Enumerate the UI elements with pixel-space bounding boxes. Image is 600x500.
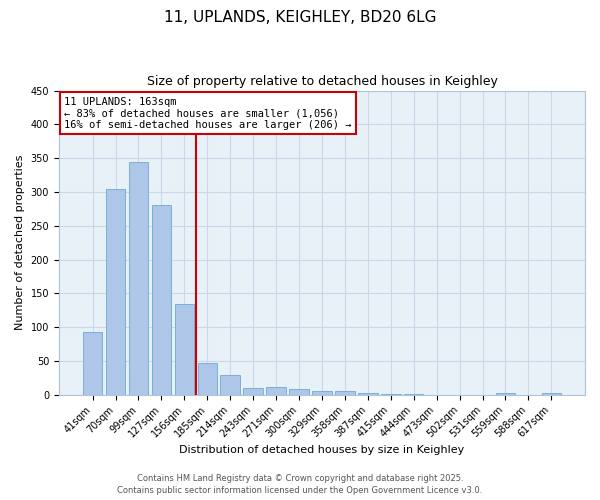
Bar — [542, 394, 561, 395]
Bar — [358, 393, 377, 395]
Bar — [197, 363, 217, 395]
Bar — [220, 374, 240, 395]
Bar — [312, 392, 332, 395]
Bar — [128, 162, 148, 395]
Bar — [152, 205, 171, 395]
Bar — [175, 304, 194, 395]
Title: Size of property relative to detached houses in Keighley: Size of property relative to detached ho… — [146, 75, 497, 88]
X-axis label: Distribution of detached houses by size in Keighley: Distribution of detached houses by size … — [179, 445, 464, 455]
Y-axis label: Number of detached properties: Number of detached properties — [15, 155, 25, 330]
Bar — [266, 388, 286, 395]
Bar — [404, 394, 424, 395]
Text: 11 UPLANDS: 163sqm
← 83% of detached houses are smaller (1,056)
16% of semi-deta: 11 UPLANDS: 163sqm ← 83% of detached hou… — [64, 96, 352, 130]
Bar — [244, 388, 263, 395]
Bar — [289, 390, 309, 395]
Bar — [496, 394, 515, 395]
Bar — [335, 391, 355, 395]
Text: 11, UPLANDS, KEIGHLEY, BD20 6LG: 11, UPLANDS, KEIGHLEY, BD20 6LG — [164, 10, 436, 25]
Bar — [381, 394, 401, 395]
Text: Contains HM Land Registry data © Crown copyright and database right 2025.
Contai: Contains HM Land Registry data © Crown c… — [118, 474, 482, 495]
Bar — [83, 332, 103, 395]
Bar — [106, 188, 125, 395]
